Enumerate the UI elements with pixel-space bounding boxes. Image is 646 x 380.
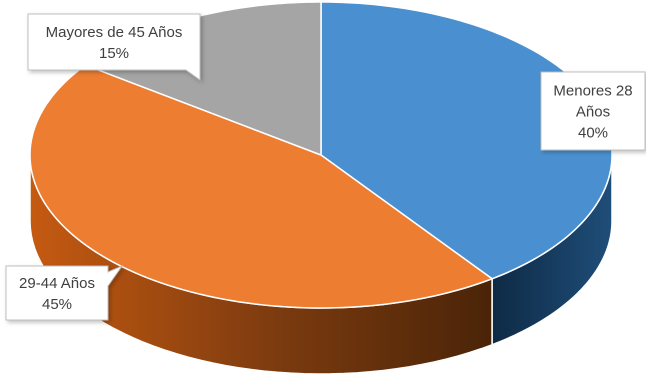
data-label-category: Años [576,104,610,121]
data-label-category: Mayores de 45 Años [46,24,183,41]
data-label-category: Menores 28 [553,83,632,100]
data-label-mayores-de-45-anos: Mayores de 45 Años 15% [27,13,201,81]
data-label-value: 45% [42,296,72,313]
data-label-menores-28-anos: Menores 28 Años 40% [540,71,646,151]
callout-box [27,13,201,81]
slice-29-44-anos [29,64,493,309]
data-label-value: 40% [578,125,608,142]
data-label-category: 29-44 Años [19,275,95,292]
callout-box [5,264,124,321]
data-label-29-44-anos: 29-44 Años 45% [5,264,124,321]
callout-box [540,71,646,151]
data-label-value: 15% [99,45,129,62]
